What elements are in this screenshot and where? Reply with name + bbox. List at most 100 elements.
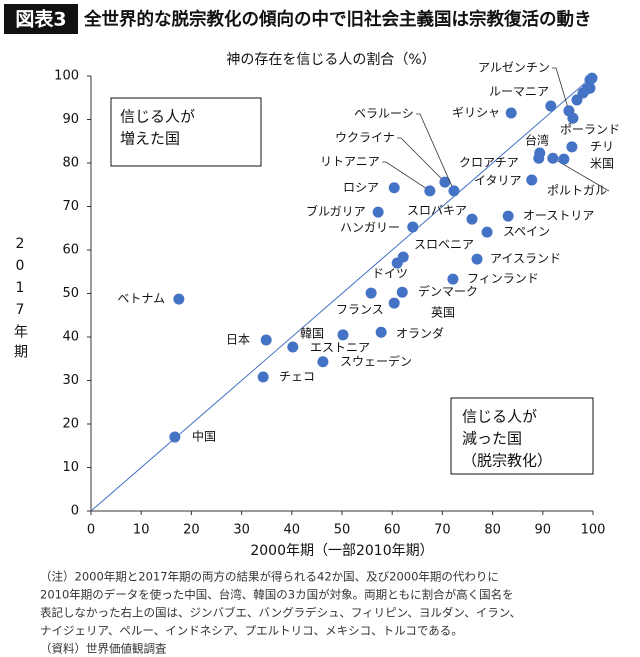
point-label: ロシア bbox=[343, 181, 379, 195]
x-tick-label: 90 bbox=[535, 523, 552, 538]
chart-title: 全世界的な脱宗教化の傾向の中で旧社会主義国は宗教復活の動き bbox=[83, 9, 592, 30]
point-label: ギリシャ bbox=[452, 106, 500, 120]
annotation: 減った国 bbox=[462, 430, 522, 448]
point bbox=[586, 72, 598, 84]
point bbox=[388, 297, 400, 309]
annotation: 信じる人が bbox=[462, 408, 537, 426]
point-label: オランダ bbox=[396, 326, 444, 341]
x-tick-label: 20 bbox=[183, 523, 200, 538]
point-label: 韓国 bbox=[300, 327, 324, 341]
x-tick-label: 60 bbox=[384, 523, 401, 538]
point bbox=[317, 356, 329, 368]
point bbox=[169, 431, 181, 443]
point bbox=[365, 287, 377, 299]
x-tick-label: 100 bbox=[581, 523, 606, 538]
point bbox=[547, 152, 559, 164]
y-tick-label: 60 bbox=[62, 243, 79, 258]
note: ナイジェリア、ペルー、インドネシア、プエルトリコ、メキシコ、トルコである。 bbox=[40, 624, 463, 638]
point bbox=[563, 105, 575, 117]
leader-line bbox=[552, 67, 570, 111]
point-label: ベトナム bbox=[117, 292, 165, 306]
point-label: 英国 bbox=[431, 306, 455, 320]
point-label: 中国 bbox=[192, 429, 216, 444]
point-label: スウェーデン bbox=[340, 354, 412, 369]
point-label: リトアニア bbox=[320, 155, 380, 169]
point bbox=[466, 213, 478, 225]
x-tick-label: 70 bbox=[434, 523, 451, 538]
point-label: スロバキア bbox=[407, 204, 467, 218]
point bbox=[439, 176, 451, 188]
annotation-box bbox=[450, 397, 594, 475]
point-label: スペイン bbox=[503, 225, 550, 239]
annotation: 信じる人が bbox=[120, 108, 195, 126]
annotation: 増えた国 bbox=[120, 130, 180, 148]
y-tick-label: 30 bbox=[62, 373, 79, 388]
annotation-box bbox=[110, 97, 262, 167]
x-tick-label: 50 bbox=[334, 523, 351, 538]
point bbox=[534, 147, 546, 159]
leader-line bbox=[397, 137, 446, 183]
point-label: アルゼンチン bbox=[478, 61, 550, 75]
y-tick-label: 80 bbox=[62, 156, 79, 171]
point bbox=[375, 326, 387, 338]
point bbox=[584, 82, 596, 94]
y-tick-label: 50 bbox=[62, 286, 79, 301]
point bbox=[372, 206, 384, 218]
point bbox=[526, 174, 538, 186]
point-label: ルーマニア bbox=[489, 85, 549, 99]
point bbox=[173, 293, 185, 305]
x-tick-label: 10 bbox=[133, 523, 150, 538]
point-label: ベラルーシ bbox=[354, 107, 414, 121]
point bbox=[287, 341, 299, 353]
point-label: 日本 bbox=[226, 333, 250, 347]
point-label: 米国 bbox=[590, 157, 614, 171]
point-label: オーストリア bbox=[523, 209, 594, 223]
point bbox=[471, 253, 483, 265]
point-label: アイスランド bbox=[490, 252, 561, 266]
note: （資料）世界価値観調査 bbox=[40, 642, 167, 656]
y-axis-title: 2017年期 bbox=[12, 236, 28, 364]
badge: 図表3 bbox=[15, 8, 66, 31]
point bbox=[558, 153, 570, 165]
point bbox=[388, 182, 400, 194]
point bbox=[397, 251, 409, 263]
point bbox=[337, 329, 349, 341]
note: （注）2000年期と2017年期の両方の結果が得られる42か国、及び2000年期… bbox=[40, 570, 499, 584]
point-label: イタリア bbox=[474, 174, 522, 188]
y-tick-label: 10 bbox=[62, 460, 79, 475]
point-label: ブルガリア bbox=[306, 204, 366, 219]
x-axis-title: 2000年期（一部2010年期） bbox=[250, 543, 433, 559]
point bbox=[481, 226, 493, 238]
point-label: デンマーク bbox=[418, 284, 478, 299]
note: 2010年期のデータを使った中国、台湾、韓国の3カ国が対象。両期ともに割合が高く… bbox=[40, 588, 514, 602]
point-label: フィンランド bbox=[467, 272, 539, 286]
annotation: （脱宗教化） bbox=[462, 452, 552, 470]
point-label: 台湾 bbox=[525, 133, 549, 148]
point bbox=[545, 100, 557, 112]
y-tick-label: 20 bbox=[62, 417, 79, 432]
leader-line bbox=[416, 113, 455, 192]
point-label: ウクライナ bbox=[335, 131, 395, 145]
point bbox=[566, 141, 578, 153]
point bbox=[260, 334, 272, 346]
point bbox=[257, 371, 269, 383]
point-label: エストニア bbox=[310, 341, 370, 355]
point bbox=[447, 273, 459, 285]
subtitle: 神の存在を信じる人の割合（%） bbox=[226, 51, 435, 68]
x-tick-label: 30 bbox=[233, 523, 250, 538]
point-label: クロアチア bbox=[459, 156, 519, 170]
x-tick-label: 40 bbox=[284, 523, 301, 538]
leader-line bbox=[382, 161, 431, 192]
point-label: スロベニア bbox=[414, 238, 474, 252]
point bbox=[424, 185, 436, 197]
point-label: チェコ bbox=[279, 370, 315, 384]
point bbox=[502, 210, 514, 222]
point bbox=[448, 185, 460, 197]
point bbox=[505, 107, 517, 119]
point-label: ポルトガル bbox=[547, 184, 607, 198]
point-label: ドイツ bbox=[372, 267, 408, 281]
x-tick-label: 0 bbox=[87, 523, 95, 538]
note: 表記しなかった右上の国は、ジンバブエ、バングラデシュ、フィリピン、ヨルダン、イラ… bbox=[40, 606, 521, 620]
badge-bg bbox=[4, 4, 78, 34]
point-label: フランス bbox=[336, 303, 384, 317]
